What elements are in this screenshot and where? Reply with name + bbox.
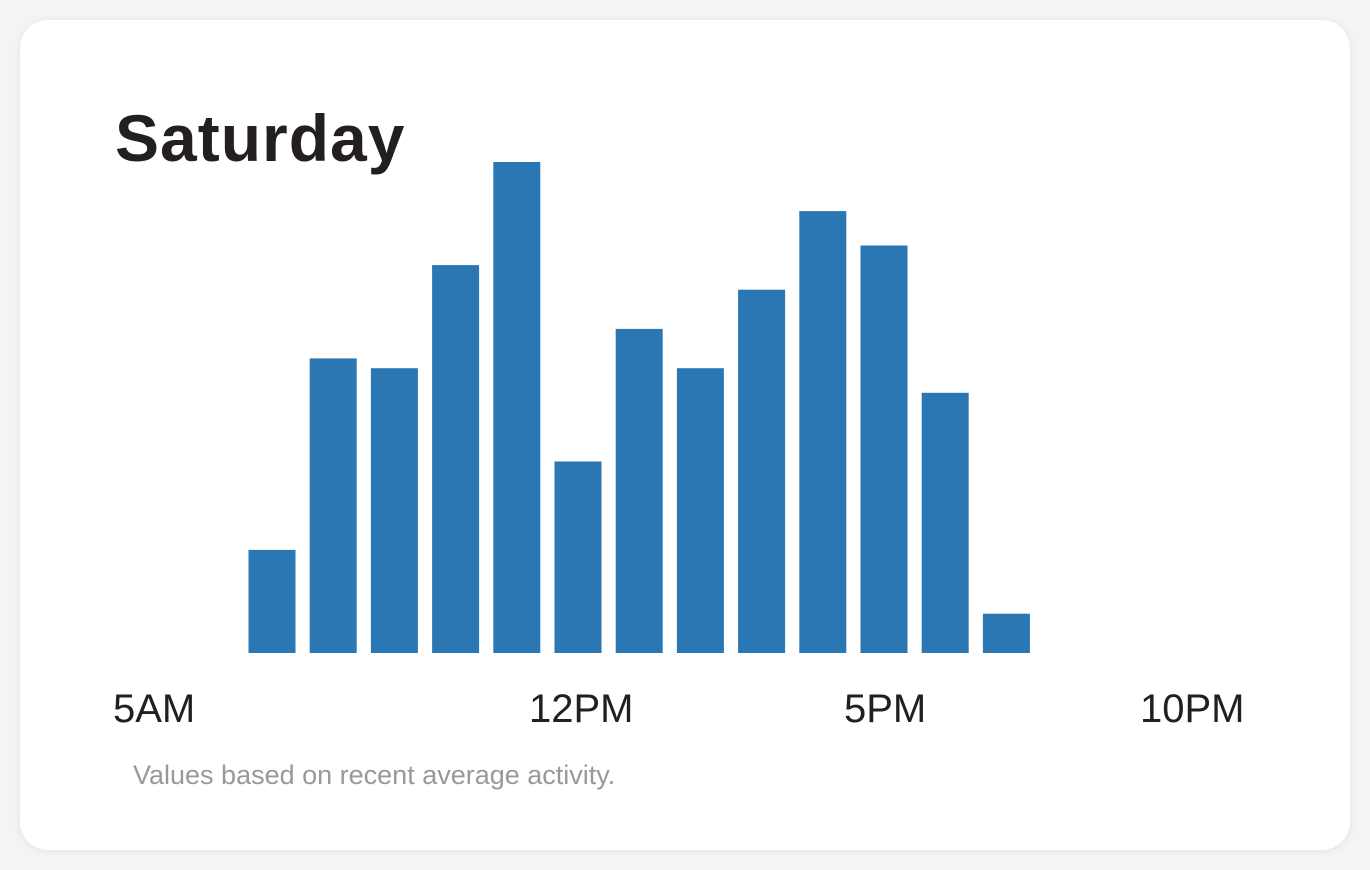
x-tick-label: 10PM	[1140, 687, 1245, 731]
bar-7pm	[982, 613, 1030, 653]
bar-10am	[432, 265, 480, 653]
x-tick-label: 5AM	[113, 687, 195, 731]
bars-group	[248, 162, 1030, 653]
bar-4pm	[799, 211, 847, 653]
x-tick-label: 5PM	[844, 687, 926, 731]
bar-5pm	[860, 245, 908, 653]
bar-12pm	[554, 461, 602, 653]
day-title: Saturday	[115, 101, 406, 175]
bar-7am	[248, 549, 296, 653]
bar-3pm	[738, 289, 786, 653]
bar-8am	[309, 358, 357, 653]
activity-bar-chart: 5AM 12PM 5PM 10PM	[113, 162, 1245, 731]
popular-times-card: Saturday 5AM 12PM 5PM 10PM Values based on …	[20, 20, 1350, 850]
x-tick-label: 12PM	[529, 687, 634, 731]
bar-6pm	[921, 392, 969, 653]
footnote: Values based on recent average activity.	[133, 760, 616, 790]
bar-2pm	[676, 368, 724, 653]
x-axis-ticks: 5AM 12PM 5PM 10PM	[113, 687, 1245, 731]
bar-1pm	[615, 328, 663, 653]
bar-9am	[370, 368, 418, 653]
bar-11am	[493, 162, 541, 653]
